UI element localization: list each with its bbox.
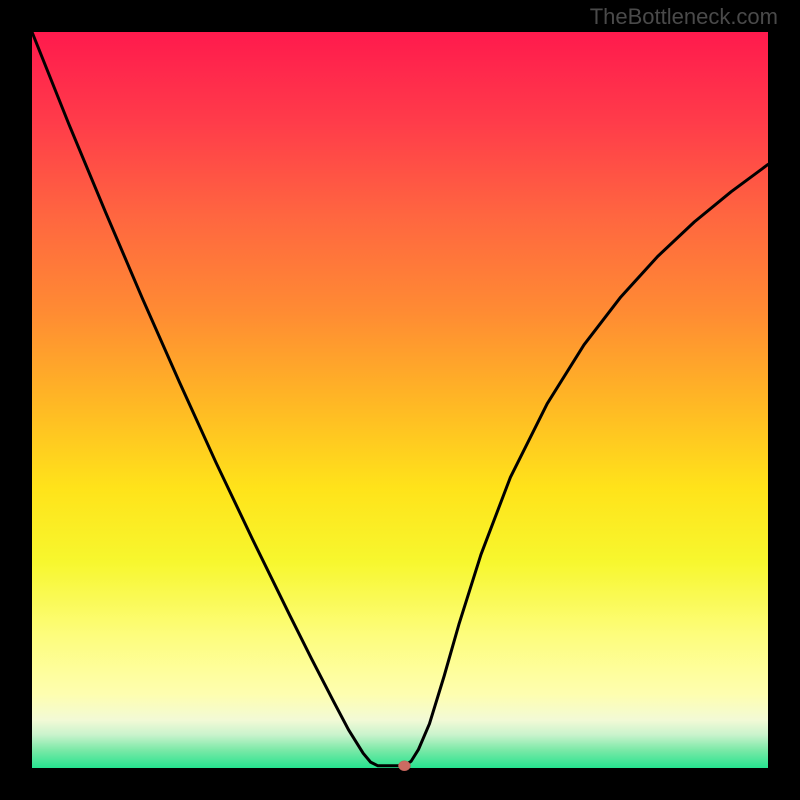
chart-svg bbox=[0, 0, 800, 800]
plot-gradient-background bbox=[32, 32, 768, 768]
chart-container: TheBottleneck.com bbox=[0, 0, 800, 800]
minimum-marker bbox=[398, 761, 410, 771]
watermark-text: TheBottleneck.com bbox=[590, 4, 778, 30]
